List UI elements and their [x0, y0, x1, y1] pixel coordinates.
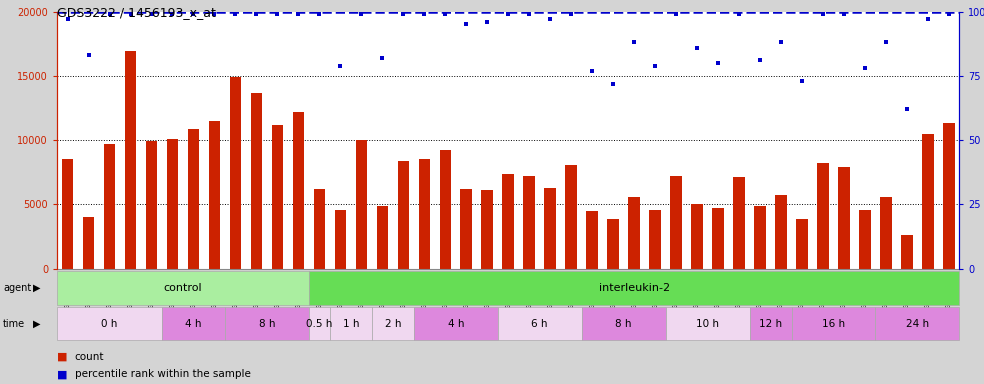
Bar	[586, 211, 598, 269]
Bar	[272, 125, 283, 269]
Bar	[162, 307, 225, 340]
Text: control: control	[163, 283, 203, 293]
Bar	[880, 197, 892, 269]
Bar	[755, 206, 766, 269]
Bar	[146, 141, 157, 269]
Bar	[733, 177, 745, 269]
Text: 24 h: 24 h	[906, 318, 929, 329]
Bar	[418, 159, 430, 269]
Bar	[398, 161, 409, 269]
Text: 0.5 h: 0.5 h	[306, 318, 333, 329]
Bar	[372, 307, 414, 340]
Bar	[309, 307, 330, 340]
Text: count: count	[75, 352, 104, 362]
Bar	[57, 307, 162, 340]
Text: 4 h: 4 h	[185, 318, 202, 329]
Bar	[922, 134, 934, 269]
Bar	[607, 218, 619, 269]
Bar	[544, 188, 556, 269]
Bar	[791, 307, 876, 340]
Text: GDS3222 / 1456193_x_at: GDS3222 / 1456193_x_at	[57, 6, 215, 19]
Bar	[712, 209, 724, 269]
Bar	[209, 121, 220, 269]
Bar	[292, 112, 304, 269]
Bar	[566, 165, 577, 269]
Bar	[440, 151, 451, 269]
Bar	[57, 271, 309, 305]
Bar	[335, 210, 346, 269]
Text: agent: agent	[3, 283, 31, 293]
Text: ▶: ▶	[32, 318, 40, 329]
Bar	[670, 176, 682, 269]
Text: percentile rank within the sample: percentile rank within the sample	[75, 369, 251, 379]
Text: ■: ■	[57, 352, 68, 362]
Bar	[692, 205, 703, 269]
Bar	[414, 307, 498, 340]
Text: ▶: ▶	[32, 283, 40, 293]
Text: 8 h: 8 h	[259, 318, 276, 329]
Text: ■: ■	[57, 369, 68, 379]
Bar	[62, 159, 74, 269]
Text: interleukin-2: interleukin-2	[598, 283, 670, 293]
Bar	[83, 217, 94, 269]
Bar	[498, 307, 582, 340]
Text: 2 h: 2 h	[385, 318, 401, 329]
Bar	[314, 189, 325, 269]
Bar	[901, 235, 913, 269]
Bar	[166, 139, 178, 269]
Bar	[461, 189, 472, 269]
Text: 8 h: 8 h	[615, 318, 632, 329]
Text: 4 h: 4 h	[448, 318, 464, 329]
Text: 16 h: 16 h	[822, 318, 845, 329]
Bar	[103, 144, 115, 269]
Bar	[838, 167, 850, 269]
Text: 6 h: 6 h	[531, 318, 548, 329]
Bar	[665, 307, 750, 340]
Bar	[355, 140, 367, 269]
Bar	[859, 210, 871, 269]
Bar	[943, 123, 954, 269]
Text: 1 h: 1 h	[342, 318, 359, 329]
Text: 10 h: 10 h	[696, 318, 719, 329]
Text: time: time	[3, 318, 25, 329]
Bar	[582, 307, 665, 340]
Bar	[649, 210, 661, 269]
Bar	[629, 197, 640, 269]
Bar	[775, 195, 787, 269]
Bar	[377, 206, 388, 269]
Bar	[503, 174, 514, 269]
Text: 0 h: 0 h	[101, 318, 118, 329]
Bar	[229, 77, 241, 269]
Bar	[309, 271, 959, 305]
Bar	[125, 51, 137, 269]
Bar	[251, 93, 262, 269]
Bar	[750, 307, 791, 340]
Bar	[796, 218, 808, 269]
Bar	[481, 190, 493, 269]
Bar	[188, 129, 199, 269]
Text: 12 h: 12 h	[759, 318, 782, 329]
Bar	[876, 307, 959, 340]
Bar	[818, 163, 829, 269]
Bar	[330, 307, 372, 340]
Bar	[225, 307, 309, 340]
Bar	[523, 176, 535, 269]
